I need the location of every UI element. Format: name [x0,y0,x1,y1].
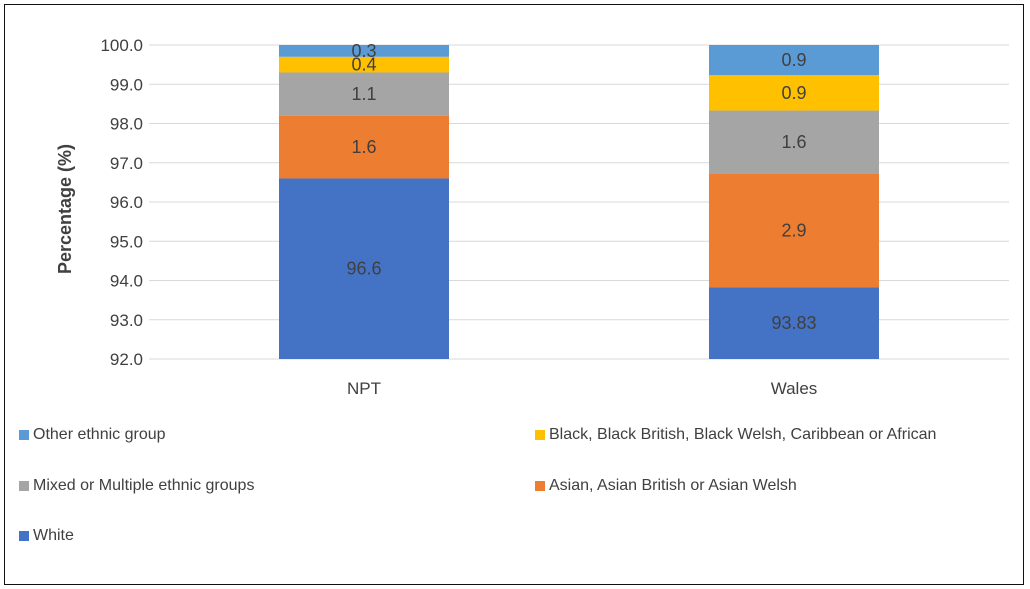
data-label: 1.6 [351,137,376,157]
bar-wales-mixed-or-multiple-ethnic-groups [709,110,879,174]
y-tick-label: 99.0 [110,75,143,94]
y-tick-label: 94.0 [110,272,143,291]
legend-item-other: Other ethnic group [19,426,166,444]
y-tick-label: 93.0 [110,311,143,330]
y-tick-label: 100.0 [100,36,143,55]
data-label: 1.6 [781,132,806,152]
legend-swatch-other [19,430,29,440]
y-tick-label: 97.0 [110,154,143,173]
y-axis-title: Percentage (%) [55,144,75,274]
legend-item-white: White [19,527,74,545]
data-label: 0.9 [781,83,806,103]
legend-swatch-asian [535,481,545,491]
data-label: 96.6 [346,259,381,279]
legend-item-asian: Asian, Asian British or Asian Welsh [535,477,797,495]
legend-label-other: Other ethnic group [33,426,166,443]
bar-npt-other-ethnic-group [279,45,449,57]
legend-label-mixed: Mixed or Multiple ethnic groups [33,477,255,494]
legend-swatch-white [19,531,29,541]
y-tick-label: 92.0 [110,350,143,369]
data-label: 0.9 [781,50,806,70]
bar-wales-white [709,287,879,359]
legend-item-mixed: Mixed or Multiple ethnic groups [19,477,254,495]
legend-swatch-mixed [19,481,29,491]
data-label: 93.83 [771,313,816,333]
legend-swatch-black [535,430,545,440]
legend-label-black: Black, Black British, Black Welsh, Carib… [549,426,937,443]
data-label: 0.4 [351,55,376,75]
bar-wales-asian-asian-british-or-asian-welsh [709,173,879,288]
legend-item-black: Black, Black British, Black Welsh, Carib… [535,426,936,444]
data-label: 2.9 [781,220,806,240]
bar-npt-mixed-or-multiple-ethnic-groups [279,72,449,116]
legend-label-white: White [33,527,74,544]
y-tick-label: 98.0 [110,115,143,134]
y-tick-label: 96.0 [110,193,143,212]
bar-npt-black-black-british-black-welsh-caribbean-or-african [279,56,449,73]
x-tick-label: Wales [771,379,818,398]
bar-npt-asian-asian-british-or-asian-welsh [279,115,449,179]
x-tick-label: NPT [347,379,381,398]
bar-wales-other-ethnic-group [709,45,879,76]
bar-wales-black-black-british-black-welsh-caribbean-or-african [709,75,879,111]
chart-plot: 96.6 1.6 1.1 0.40.3 93.83 2.9 1.6 0.9 0.9 92.0 93… [55,36,1009,398]
data-label: 0.3 [351,41,376,61]
y-tick-label: 95.0 [110,232,143,251]
chart-frame: 96.6 1.6 1.1 0.4 0.3 93.83 2.9 1.6 0.9 0.9 92.0 93… [4,4,1024,585]
bar-npt-white [279,178,449,359]
legend-label-asian: Asian, Asian British or Asian Welsh [549,477,797,494]
data-label: 1.1 [351,84,376,104]
